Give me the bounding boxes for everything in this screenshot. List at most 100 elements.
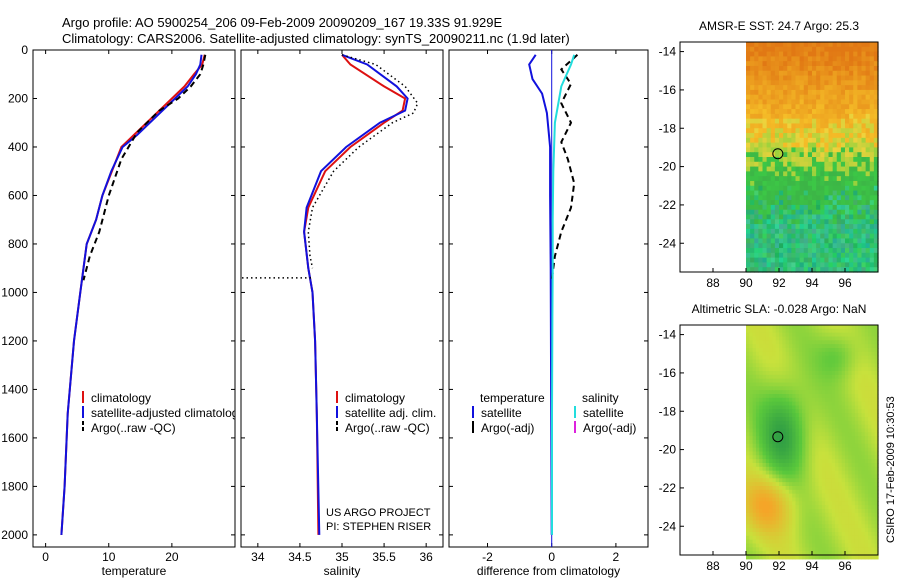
cell <box>854 336 859 341</box>
cell <box>782 371 787 376</box>
cell <box>861 440 866 445</box>
cell <box>765 328 770 334</box>
cell <box>840 46 846 53</box>
cell <box>749 363 754 368</box>
cell <box>782 505 787 510</box>
cell <box>835 543 839 548</box>
cell <box>828 367 833 372</box>
cell <box>853 219 858 225</box>
cell <box>754 109 759 115</box>
cell <box>758 70 764 77</box>
cell <box>782 459 787 464</box>
cell <box>808 409 813 414</box>
cell <box>799 61 805 67</box>
cell <box>792 528 797 533</box>
cell <box>853 267 858 273</box>
cell <box>825 486 830 491</box>
cell <box>820 161 825 168</box>
cell <box>752 555 757 560</box>
cell <box>840 152 846 158</box>
cell <box>750 61 755 67</box>
cell <box>821 505 826 510</box>
cell <box>795 528 800 533</box>
cell <box>779 228 784 235</box>
cell <box>815 405 820 410</box>
cell <box>812 118 817 125</box>
cell <box>835 394 839 399</box>
cell <box>769 390 773 395</box>
cell <box>746 455 750 460</box>
cell <box>785 367 790 372</box>
cell <box>774 180 780 187</box>
cell <box>779 420 783 426</box>
cell <box>795 185 801 192</box>
cell <box>828 89 834 96</box>
cell <box>831 539 836 545</box>
cell <box>865 147 871 153</box>
cell <box>812 401 816 407</box>
cell <box>785 344 790 349</box>
cell <box>791 70 797 77</box>
cell <box>774 56 780 62</box>
cell <box>803 157 809 163</box>
cell <box>835 509 839 514</box>
cell <box>785 524 790 529</box>
cell <box>802 344 806 349</box>
cell <box>818 378 823 384</box>
cell <box>824 142 830 149</box>
cell <box>752 482 757 487</box>
cell <box>775 443 780 449</box>
cell <box>785 532 790 537</box>
cell <box>785 394 790 399</box>
cell <box>766 118 772 125</box>
cell <box>835 482 839 487</box>
cell <box>848 474 853 479</box>
cell <box>772 386 777 391</box>
cell <box>848 382 853 387</box>
cell <box>787 109 792 115</box>
cell <box>858 325 863 330</box>
cell <box>831 512 836 518</box>
cell <box>854 535 859 541</box>
cell <box>840 42 846 48</box>
cell <box>762 405 767 410</box>
cell <box>838 486 843 491</box>
cell <box>770 214 776 220</box>
cell <box>805 535 810 541</box>
cell <box>746 351 750 357</box>
cell <box>840 204 846 211</box>
cell <box>815 328 820 334</box>
cell <box>746 209 751 216</box>
cell <box>775 470 780 476</box>
cell <box>759 466 764 472</box>
cell <box>783 80 788 86</box>
cell <box>841 413 846 418</box>
cell <box>774 61 780 67</box>
cell <box>848 520 853 525</box>
cell <box>795 351 800 357</box>
cell <box>758 56 764 62</box>
cell <box>848 359 853 364</box>
cell <box>788 532 793 537</box>
cell <box>762 420 767 426</box>
cell <box>828 147 834 153</box>
cell <box>868 413 872 418</box>
cell <box>873 224 879 230</box>
cell <box>779 501 783 506</box>
cell <box>864 371 869 376</box>
cell <box>769 440 773 445</box>
cell <box>749 390 754 395</box>
cell <box>759 478 764 483</box>
cell <box>841 382 846 387</box>
cell <box>873 70 879 77</box>
cell <box>755 455 760 460</box>
cell <box>858 371 863 376</box>
cell <box>795 413 800 418</box>
cell <box>812 267 817 273</box>
cell <box>791 142 797 149</box>
cell <box>791 219 797 225</box>
cell <box>840 176 846 182</box>
cell <box>840 99 846 105</box>
cell <box>873 109 879 115</box>
cell <box>871 417 876 422</box>
